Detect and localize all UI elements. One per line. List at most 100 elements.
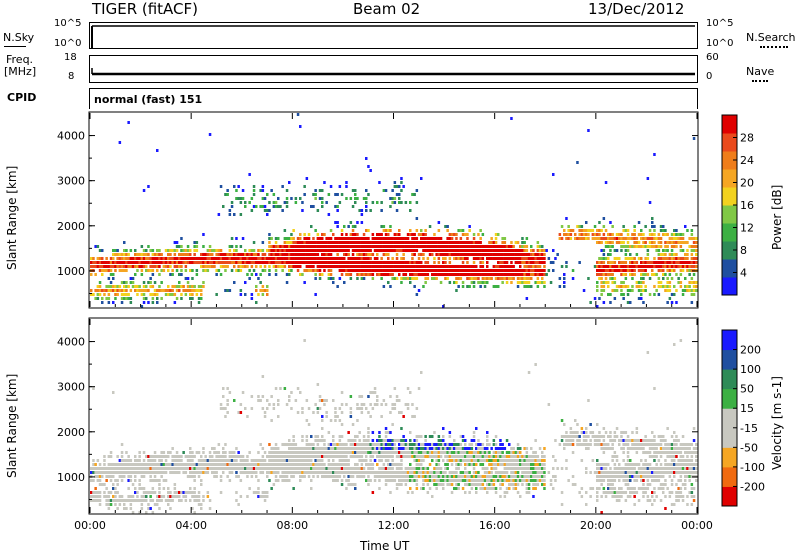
heatmap-cell [384,269,388,272]
heatmap-cell [391,237,394,240]
heatmap-cell [402,447,405,450]
heatmap-cell [314,277,317,280]
heatmap-cell [142,495,146,498]
heatmap-cell [411,193,414,196]
heatmap-cell [305,463,309,466]
heatmap-cell [516,269,520,272]
heatmap-cell [422,245,425,248]
heatmap-cell [336,451,339,454]
heatmap-cell [226,261,229,264]
heatmap-cell [609,269,612,272]
heatmap-cell [305,237,309,240]
heatmap-cell [107,269,111,272]
heatmap-cell [433,483,436,486]
heatmap-cell [164,471,168,474]
heatmap-cell [611,439,614,442]
heatmap-cell [274,455,278,458]
heatmap-cell [655,273,658,276]
heatmap-cell [384,483,388,486]
heatmap-cell [600,261,603,264]
heatmap-cell [393,451,397,454]
heatmap-cell [230,451,234,454]
heatmap-cell [426,467,430,470]
heatmap-cell [158,273,161,276]
heatmap-cell [266,193,269,196]
heatmap-cell [316,245,320,248]
heatmap-cell [373,459,377,462]
heatmap-cell [371,269,375,272]
heatmap-cell [626,269,630,272]
heatmap-cell [681,233,685,236]
heatmap-cell [433,269,436,272]
heatmap-cell [358,265,361,268]
heatmap-cell [391,273,394,276]
heatmap-cell [629,245,632,248]
heatmap-cell [400,201,403,204]
heatmap-cell [510,277,513,280]
heatmap-cell [393,387,397,390]
heatmap-cell [376,451,379,454]
heatmap-cell [607,245,610,248]
heatmap-cell [290,197,293,200]
heatmap-cell [206,253,210,256]
heatmap-cell [519,463,522,466]
heatmap-cell [356,249,359,252]
heatmap-cell [338,201,342,204]
heatmap-cell [349,233,353,236]
heatmap-cell [219,467,223,470]
heatmap-cell [490,253,493,256]
heatmap-cell [118,257,122,260]
heatmap-cell [420,273,423,276]
heatmap-cell [222,407,225,410]
heatmap-cell [609,241,612,244]
heatmap-cell [171,463,174,466]
heatmap-cell [422,285,425,288]
heatmap-cell [629,447,632,450]
heatmap-cell [589,443,592,446]
heatmap-cell [659,261,663,264]
heatmap-cell [239,245,243,248]
heatmap-cell [329,447,333,450]
heatmap-cell [338,475,342,478]
heatmap-cell [94,471,97,474]
heatmap-cell [406,443,410,446]
heatmap-cell [618,285,621,288]
heatmap-cell [492,273,496,276]
heatmap-cell [604,495,608,498]
heatmap-cell [433,475,436,478]
heatmap-cell [252,471,256,474]
heatmap-cell [138,471,141,474]
heatmap-cell [690,277,694,280]
heatmap-cell [92,471,95,474]
heatmap-cell [439,451,443,454]
heatmap-cell [398,265,401,268]
heatmap-cell [215,459,218,462]
heatmap-cell [420,233,423,236]
heatmap-cell [464,249,467,252]
heatmap-cell [164,467,168,470]
heatmap-cell [316,471,320,474]
heatmap-cell [519,273,522,276]
heatmap-cell [431,249,434,252]
heatmap-cell [208,253,212,256]
heatmap-cell [615,475,619,478]
heatmap-cell [437,261,441,264]
heatmap-cell [156,265,159,268]
heatmap-cell [367,273,370,276]
heatmap-cell [171,495,174,498]
heatmap-cell [345,181,348,184]
heatmap-cell [580,237,584,240]
heatmap-cell [486,475,489,478]
heatmap-cell [589,301,592,304]
heatmap-cell [312,257,315,260]
heatmap-cell [252,257,256,260]
heatmap-cell [426,237,430,240]
heatmap-cell [373,391,377,394]
heatmap-cell [347,475,350,478]
heatmap-cell [527,253,531,256]
heatmap-cell [492,439,496,442]
nave-label: Nave [746,65,775,78]
heatmap-cell [362,459,366,462]
heatmap-cell [365,245,368,248]
heatmap-cell [303,241,306,244]
